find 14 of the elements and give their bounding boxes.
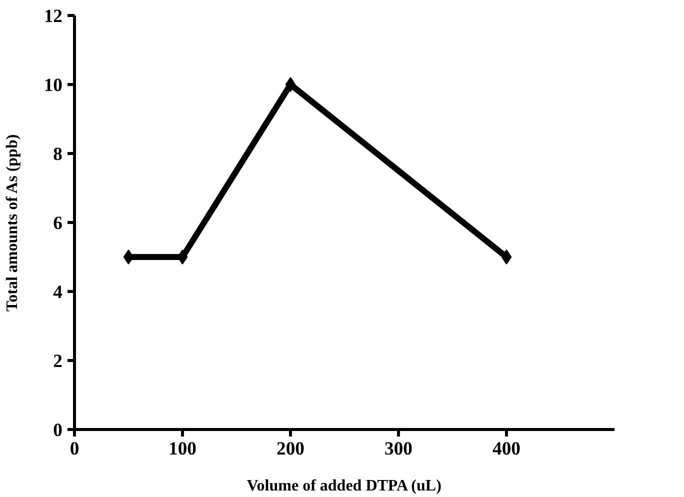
x-tick-label: 100: [168, 438, 196, 460]
y-tick-label: 6: [53, 213, 62, 234]
y-axis-title: Total amounts of As (ppb): [4, 134, 21, 312]
x-axis-title: Volume of added DTPA (uL): [246, 478, 442, 494]
x-tick-label: 0: [70, 438, 80, 460]
y-tick-label: 2: [53, 351, 62, 372]
x-tick-label: 400: [492, 438, 520, 460]
y-tick-label: 12: [44, 6, 62, 27]
y-tick-label: 0: [53, 420, 62, 441]
x-tick-label: 200: [276, 438, 304, 460]
y-tick-label: 4: [53, 282, 62, 303]
x-tick-label: 300: [384, 438, 412, 460]
y-tick-label: 10: [44, 75, 62, 96]
y-tick-label: 8: [53, 144, 62, 165]
